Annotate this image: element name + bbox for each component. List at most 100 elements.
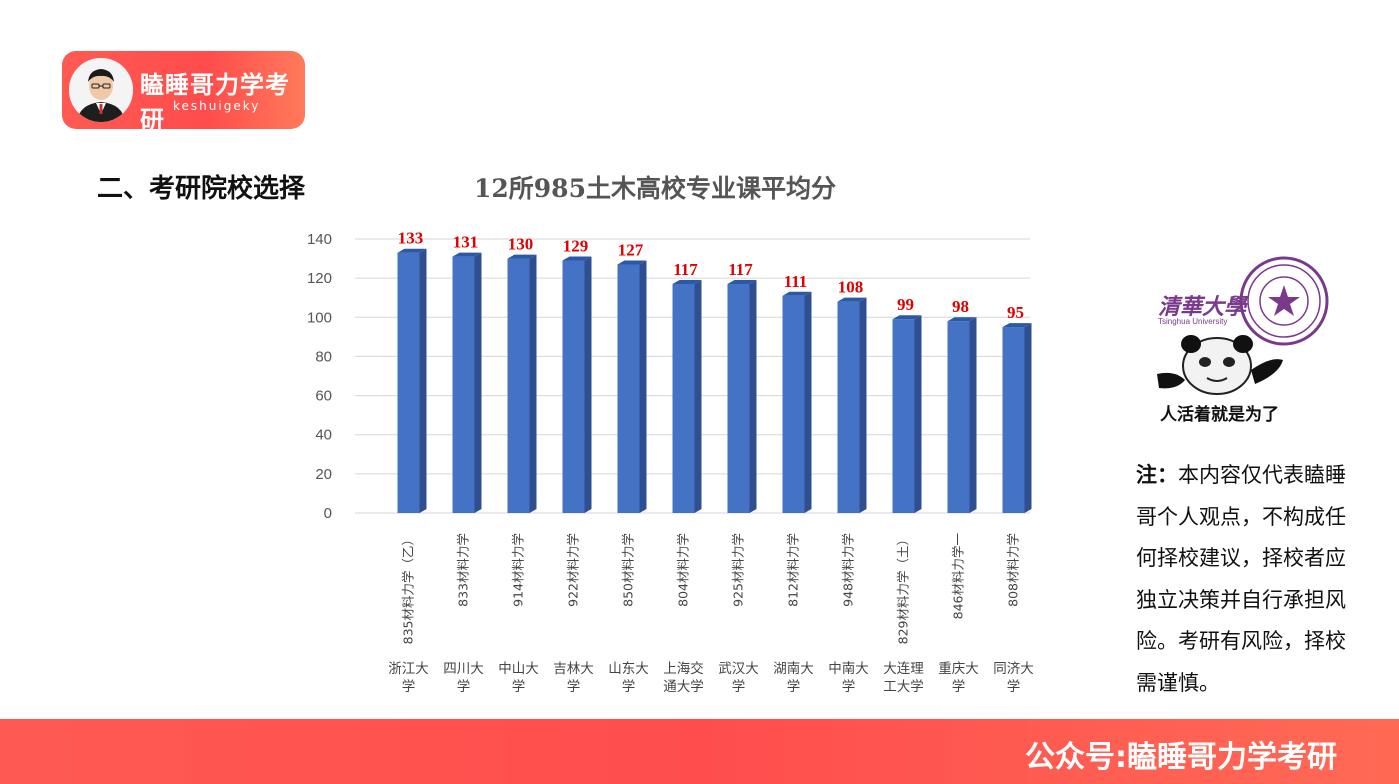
x-tick-label-school: 四川大 [443, 661, 484, 677]
x-tick-label-school: 同济大 [993, 661, 1034, 677]
bar-top [617, 260, 647, 265]
bar-top [837, 297, 867, 302]
bar-side [419, 248, 427, 513]
bar-top [452, 252, 482, 257]
y-tick-label: 40 [315, 427, 332, 444]
y-tick-label: 120 [307, 270, 332, 287]
bar [947, 321, 970, 513]
data-label: 133 [398, 229, 424, 248]
bar [562, 260, 585, 513]
x-tick-label-school: 吉林大 [553, 661, 594, 677]
x-tick-label-school: 中南大 [828, 661, 869, 677]
bar-side [859, 297, 867, 513]
bar-top [507, 254, 537, 259]
brand-name: 瞌睡哥力学考研 [140, 71, 290, 129]
data-label: 111 [784, 272, 808, 291]
meme-illustration: 清華大學 Tsinghua University 人活着就是为了 [1150, 255, 1335, 430]
brand-logo: 瞌睡哥力学考研 keshuigeky [62, 51, 305, 129]
bar-top [727, 280, 757, 285]
bar-side [529, 254, 537, 514]
bar [727, 284, 750, 513]
x-tick-label-school: 大连理 [883, 661, 924, 677]
chart-title: 12所985土木高校专业课平均分 [474, 174, 836, 203]
x-tick-label-code: 850材料力学 [621, 533, 636, 607]
data-label: 99 [897, 295, 914, 314]
data-label: 130 [508, 235, 534, 254]
disclaimer-note: 注：本内容仅代表瞌睡哥个人观点，不构成任何择校建议，择校者应独立决策并自行承担风… [1136, 454, 1351, 704]
bar [672, 284, 695, 513]
x-tick-label-school: 学 [952, 679, 966, 695]
y-tick-label: 100 [307, 309, 332, 326]
x-tick-label-code: 835材料力学（乙） [401, 533, 416, 644]
tsinghua-seal-icon [1239, 256, 1329, 346]
x-tick-label-code: 846材料力学一 [951, 533, 966, 619]
x-tick-label-school: 学 [787, 679, 801, 695]
x-tick-label-code: 808材料力学 [1006, 533, 1021, 607]
x-tick-label-code: 948材料力学 [841, 533, 856, 607]
bar [397, 252, 420, 513]
y-tick-label: 80 [315, 348, 332, 365]
bar-side [1024, 323, 1032, 513]
x-tick-label-school: 通大学 [663, 679, 704, 695]
x-tick-label-school: 学 [567, 679, 581, 695]
bar-side [639, 260, 647, 513]
meme-caption: 人活着就是为了 [1160, 405, 1279, 425]
panda-meme-icon [1157, 335, 1283, 395]
bar-side [914, 315, 922, 513]
tsinghua-name-en: Tsinghua University [1158, 317, 1228, 326]
data-label: 108 [838, 278, 864, 297]
bar [617, 264, 640, 513]
data-label: 95 [1007, 303, 1024, 322]
data-label: 117 [673, 260, 698, 279]
bar [782, 295, 805, 513]
x-tick-label-school: 工大学 [883, 679, 924, 695]
y-tick-label: 20 [315, 466, 332, 483]
x-tick-label-school: 学 [457, 679, 471, 695]
section-title: 二、考研院校选择 [97, 174, 306, 204]
x-tick-label-school: 中山大 [498, 661, 539, 677]
x-tick-label-school: 学 [622, 679, 636, 695]
footer-text: 公众号:瞌睡哥力学考研 [1025, 740, 1337, 775]
x-tick-label-school: 武汉大 [718, 661, 759, 677]
y-tick-label: 140 [307, 231, 332, 248]
data-label: 131 [453, 233, 479, 252]
x-tick-label-school: 学 [402, 679, 416, 695]
data-label: 98 [952, 297, 969, 316]
bar-top [782, 291, 812, 296]
bar-top [397, 248, 427, 253]
data-label: 127 [618, 240, 644, 259]
brand-subtitle: keshuigeky [173, 99, 261, 113]
x-tick-label-code: 833材料力学 [456, 533, 471, 607]
bar-side [474, 252, 482, 513]
x-tick-label-school: 浙江大 [388, 661, 429, 677]
x-tick-label-school: 学 [732, 679, 746, 695]
x-tick-label-school: 山东大 [608, 661, 649, 677]
bar [892, 319, 915, 513]
bar-side [969, 317, 977, 513]
x-tick-label-school: 学 [842, 679, 856, 695]
bar [837, 301, 860, 513]
x-tick-label-code: 914材料力学 [511, 533, 526, 607]
bar-side [584, 256, 592, 513]
x-tick-label-code: 925材料力学 [731, 533, 746, 607]
data-label: 117 [728, 260, 753, 279]
bar-top [562, 256, 592, 261]
x-tick-label-school: 湖南大 [773, 661, 814, 677]
bar-top [672, 280, 702, 285]
avatar [69, 58, 133, 122]
bar-side [804, 291, 812, 513]
data-label: 129 [563, 237, 589, 256]
note-text: 本内容仅代表瞌睡哥个人观点，不构成任何择校建议，择校者应独立决策并自行承担风险。… [1136, 463, 1346, 695]
bar [507, 258, 530, 513]
bar [1002, 327, 1025, 513]
bar-top [892, 315, 922, 320]
bar-top [947, 317, 977, 322]
bar [452, 256, 475, 513]
bar-side [749, 280, 757, 513]
footer-banner: 公众号:瞌睡哥力学考研 [0, 719, 1399, 784]
tsinghua-name-cn: 清華大學 [1158, 294, 1247, 320]
x-tick-label-school: 上海交 [663, 660, 704, 677]
y-tick-label: 0 [324, 505, 332, 522]
x-tick-label-school: 学 [1007, 679, 1021, 695]
